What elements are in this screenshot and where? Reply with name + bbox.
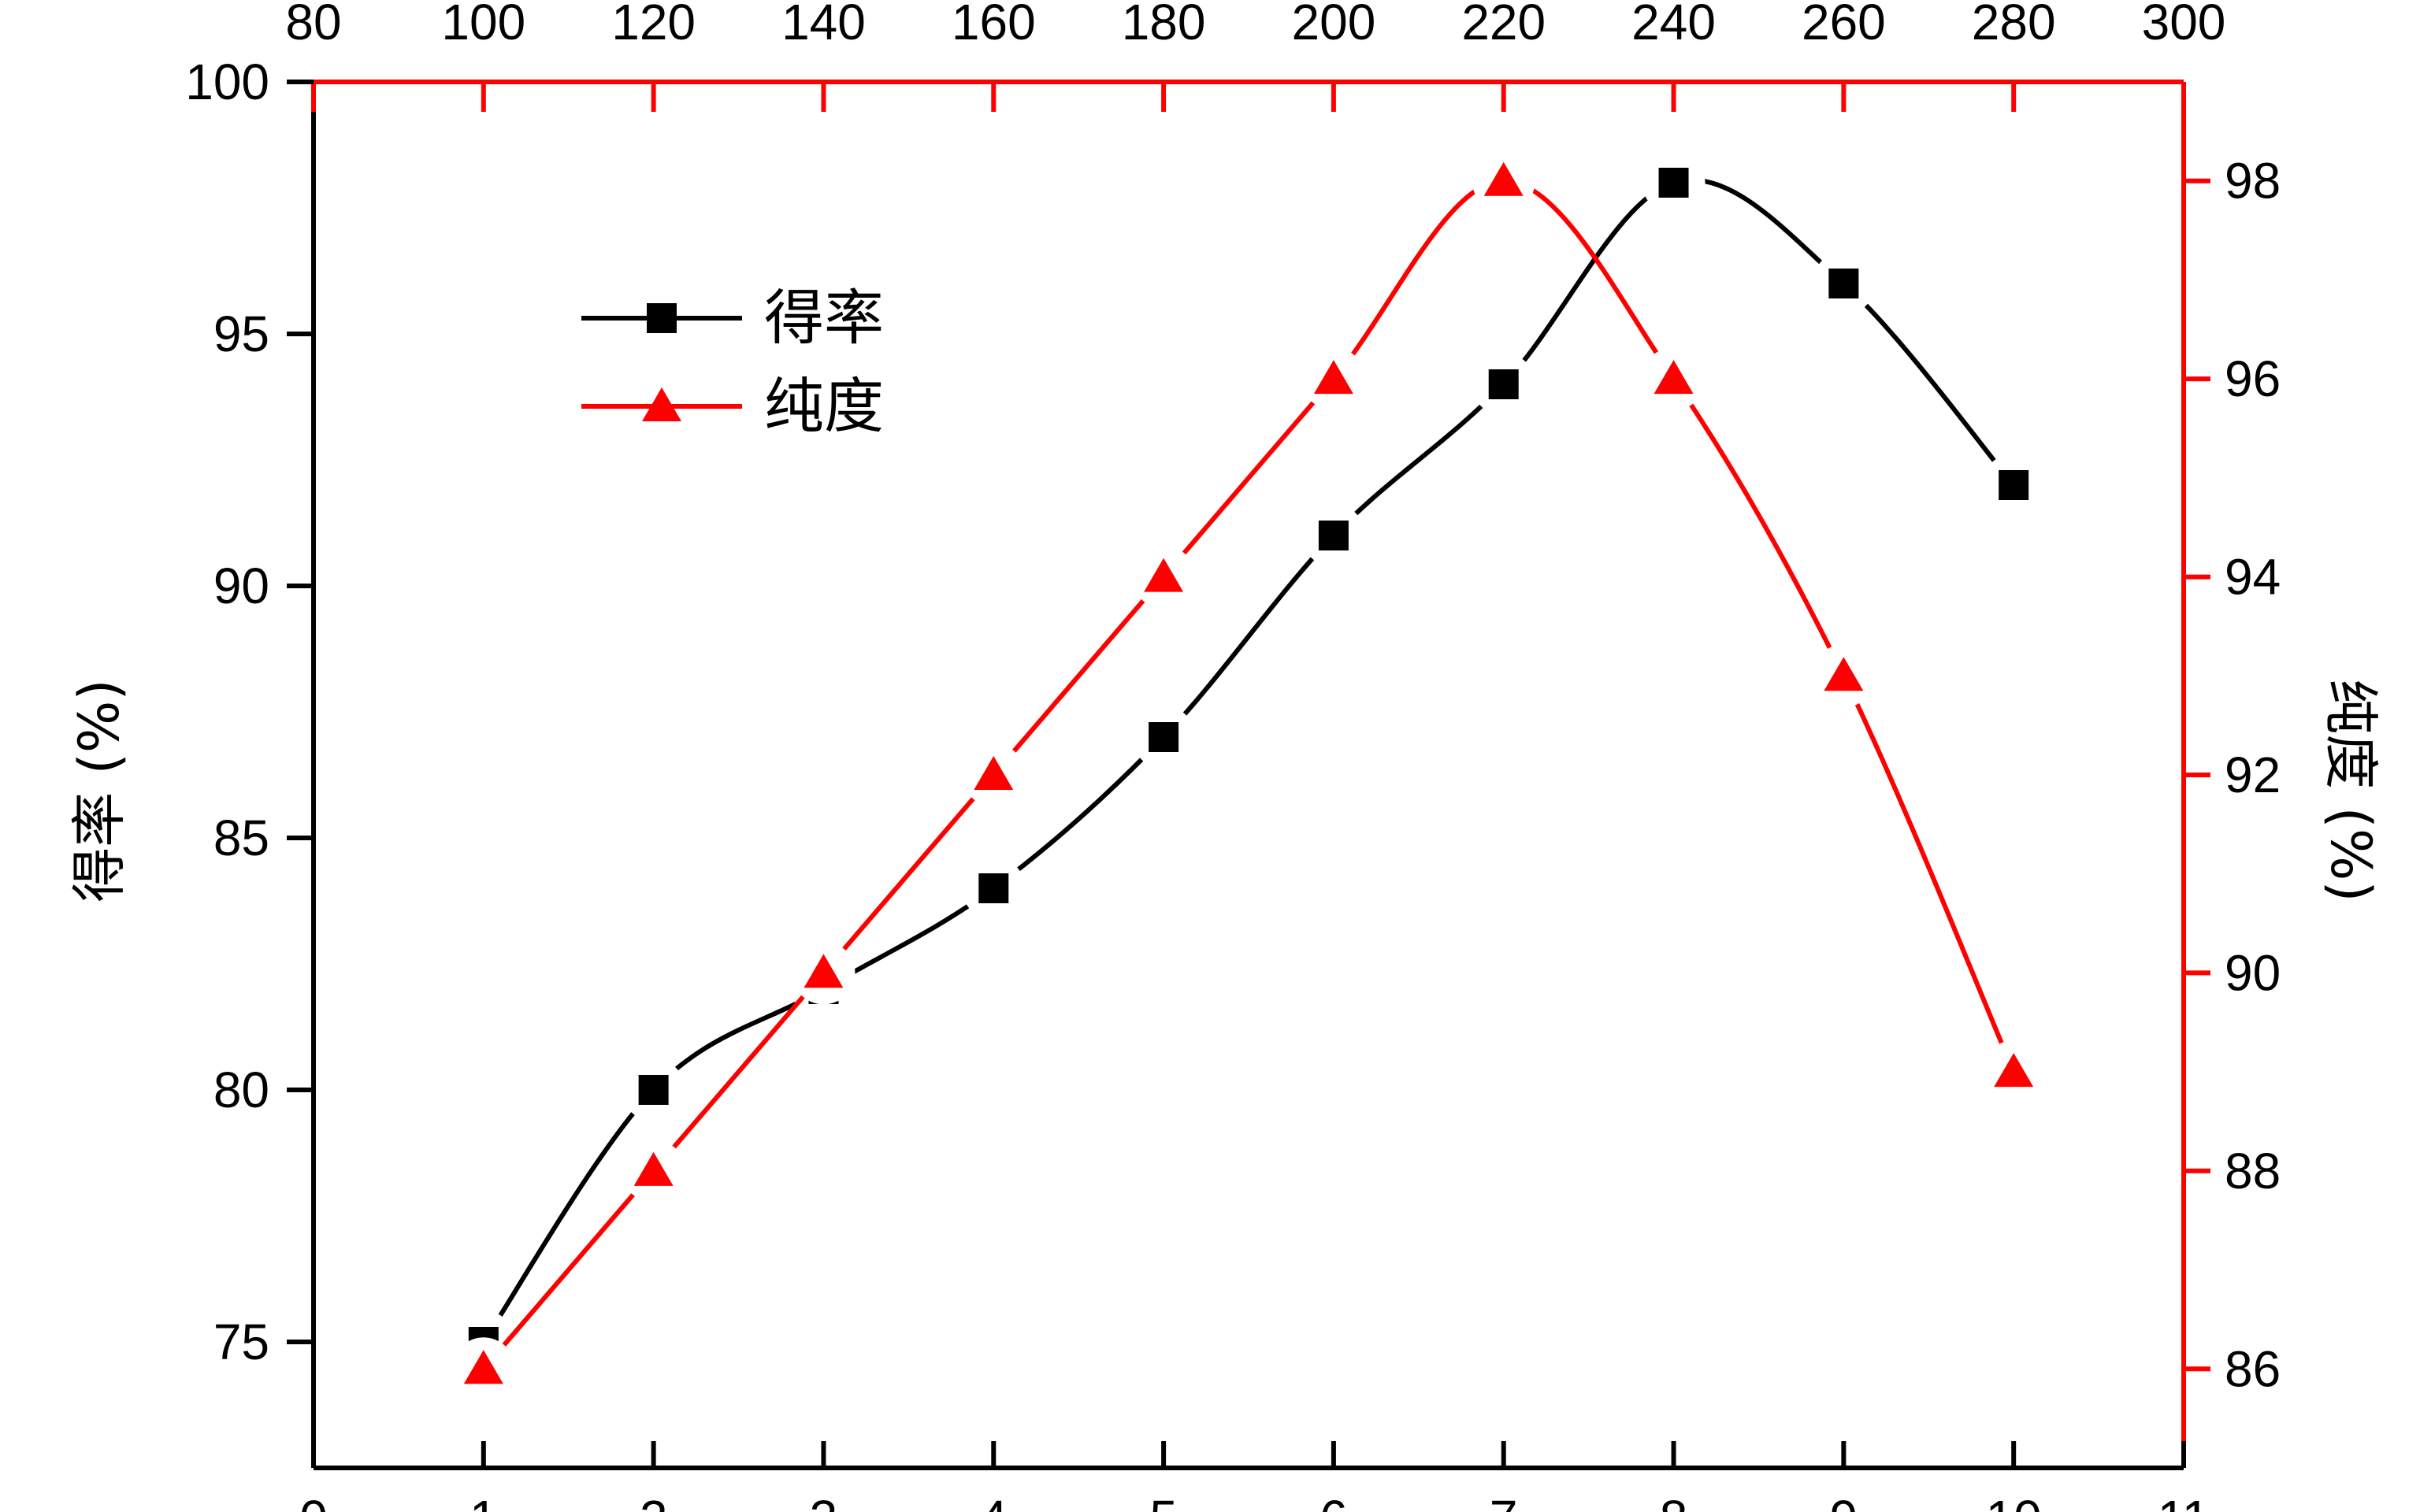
bottom-tick-label: 10 <box>1986 1490 2042 1512</box>
right-tick-label: 90 <box>2225 944 2281 1001</box>
bottom-tick-label: 9 <box>1830 1490 1858 1512</box>
bottom-tick-label: 5 <box>1149 1490 1178 1512</box>
top-tick-label: 200 <box>1292 0 1376 50</box>
plot-background <box>314 82 2184 1468</box>
top-tick-label: 100 <box>441 0 525 50</box>
top-tick-label: 80 <box>285 0 341 50</box>
right-tick-label: 98 <box>2225 153 2281 209</box>
data-point <box>1313 360 1353 395</box>
bottom-tick-label: 2 <box>640 1490 668 1512</box>
legend-marker <box>642 387 681 421</box>
data-point <box>1824 657 1864 691</box>
legend-entry: 纯度 <box>581 371 884 441</box>
data-point <box>1488 369 1519 399</box>
right-tick-label: 86 <box>2225 1340 2281 1397</box>
right-tick-label: 94 <box>2225 549 2281 606</box>
bottom-tick-label: 4 <box>979 1490 1008 1512</box>
legend-entry: 得率 <box>581 283 884 353</box>
axes-layer: 0 1 2 3 4 5 6 7 8 9 10 11 80 100 120 140 160 180 200 220 240… <box>67 0 2383 1512</box>
bottom-tick-label: 11 <box>2158 1490 2210 1512</box>
top-tick-label: 260 <box>1802 0 1886 50</box>
top-tick-label: 280 <box>1972 0 2056 50</box>
bottom-tick-label: 8 <box>1660 1490 1688 1512</box>
data-point <box>1149 722 1179 752</box>
data-point <box>1658 168 1689 198</box>
data-point <box>1318 521 1349 550</box>
right-tick-label: 92 <box>2225 747 2281 803</box>
top-tick-label: 180 <box>1122 0 1206 50</box>
legend-label: 纯度 <box>764 371 884 441</box>
left-tick-label: 90 <box>213 558 269 614</box>
left-tick-label: 100 <box>185 54 269 110</box>
data-point <box>1483 161 1524 196</box>
data-point <box>974 756 1014 790</box>
top-tick-label: 300 <box>2142 0 2226 50</box>
series-line <box>481 177 2016 1343</box>
data-point <box>1654 360 1694 395</box>
series-layer <box>451 149 2046 1401</box>
left-tick-label: 80 <box>213 1062 269 1118</box>
top-tick-label: 140 <box>781 0 866 50</box>
data-point <box>1144 558 1184 592</box>
left-tick-label: 75 <box>213 1314 269 1370</box>
data-point <box>1994 1053 2034 1088</box>
right-tick-label: 96 <box>2225 350 2281 407</box>
data-point <box>1828 269 1859 298</box>
left-axis-title: 得率 (%) <box>67 679 132 902</box>
bottom-tick-label: 7 <box>1490 1490 1518 1512</box>
data-point <box>1999 470 2029 500</box>
data-point <box>633 1151 674 1186</box>
right-axis-title: 纯度 (%) <box>2318 679 2383 902</box>
top-tick-label: 160 <box>952 0 1036 50</box>
bottom-tick-label: 3 <box>810 1490 838 1512</box>
right-tick-label: 88 <box>2225 1143 2281 1199</box>
legend-label: 得率 <box>764 283 884 353</box>
top-tick-label: 120 <box>611 0 696 50</box>
bottom-tick-label: 6 <box>1319 1490 1348 1512</box>
bottom-tick-label: 1 <box>470 1490 498 1512</box>
left-tick-label: 95 <box>213 306 269 362</box>
series-line <box>481 178 2016 1371</box>
data-point <box>804 954 844 988</box>
top-tick-label: 240 <box>1631 0 1716 50</box>
bottom-tick-label: 0 <box>299 1490 328 1512</box>
plot-area <box>314 82 2184 1468</box>
top-tick-label: 220 <box>1461 0 1546 50</box>
data-point <box>978 873 1009 903</box>
data-point <box>638 1075 669 1105</box>
series-purity <box>451 149 2046 1401</box>
left-tick-label: 85 <box>213 810 269 866</box>
legend-marker <box>647 303 677 333</box>
data-point <box>463 1350 503 1384</box>
